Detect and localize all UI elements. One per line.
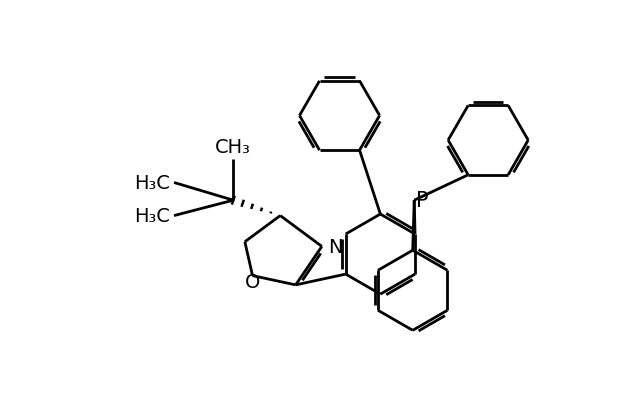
Text: O: O	[245, 273, 260, 292]
Text: P: P	[416, 191, 428, 211]
Text: H₃C: H₃C	[134, 207, 170, 226]
Text: CH₃: CH₃	[215, 137, 252, 156]
Text: N: N	[328, 237, 342, 256]
Text: H₃C: H₃C	[134, 173, 170, 192]
